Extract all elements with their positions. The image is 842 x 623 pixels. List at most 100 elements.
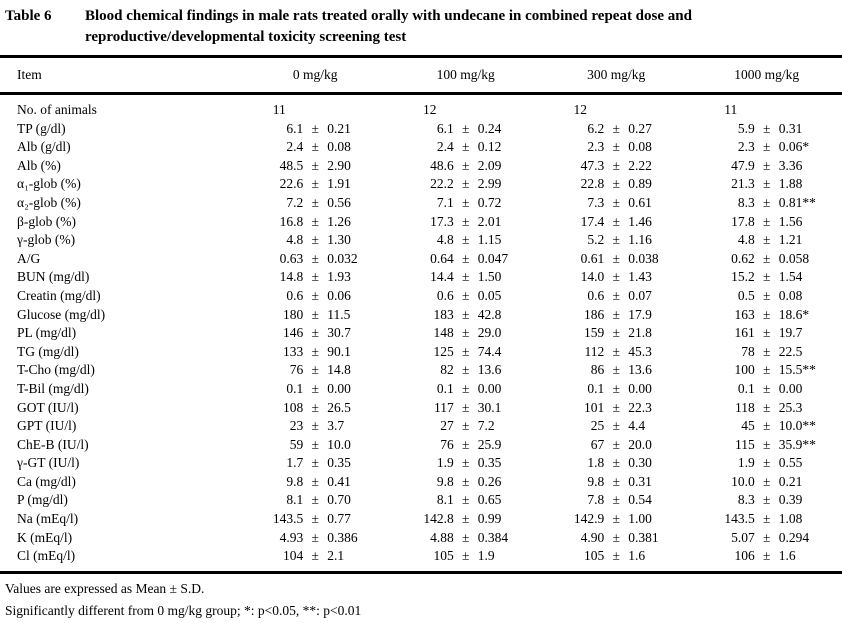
value-mean: 163 <box>734 306 755 322</box>
value-sd: 15.5** <box>778 362 816 378</box>
value-mean: 16.8 <box>279 213 304 229</box>
value-mean: 4.88 <box>430 529 454 545</box>
table-row: PL (mg/dl) 146 ±30.7 148 ±29.0 159 ±21.8 161 ±19… <box>0 324 842 343</box>
plus-minus-sign: ± <box>612 287 620 303</box>
plus-minus-sign: ± <box>462 380 470 396</box>
value-mean: 0.1 <box>587 380 605 396</box>
table-title-line-2: reproductive/developmental toxicity scre… <box>85 29 407 45</box>
value-sd: 0.381 <box>628 529 659 545</box>
plus-minus-sign: ± <box>763 194 771 210</box>
value-sd: 7.2 <box>477 418 495 434</box>
row-value-cell: 133 ±90.1 <box>240 343 391 362</box>
plus-minus-sign: ± <box>763 380 771 396</box>
value-mean: 0.64 <box>430 250 454 266</box>
value-mean: 8.3 <box>737 492 755 508</box>
row-item-label: Na (mEq/l) <box>17 511 79 527</box>
row-value-cell: 0.64 ±0.047 <box>391 250 542 269</box>
plus-minus-sign: ± <box>763 232 771 248</box>
row-item-label: β-glob (%) <box>17 213 76 229</box>
plus-minus-sign: ± <box>311 306 319 322</box>
plus-minus-sign: ± <box>311 325 319 341</box>
row-item-label: BUN (mg/dl) <box>17 269 90 285</box>
plus-minus-sign: ± <box>763 492 771 508</box>
value-mean: 48.5 <box>279 157 304 173</box>
row-value-cell: 67 ±20.0 <box>541 436 692 455</box>
value-mean: 183 <box>433 306 454 322</box>
plus-minus-sign: ± <box>612 436 620 452</box>
value-sd: 2.90 <box>327 157 351 173</box>
plus-minus-sign: ± <box>311 492 319 508</box>
value-mean: 78 <box>741 343 755 359</box>
plus-minus-sign: ± <box>311 194 319 210</box>
value-mean: 22.8 <box>580 176 605 192</box>
plus-minus-sign: ± <box>462 157 470 173</box>
value-sd: 0.21 <box>778 473 803 489</box>
table-row: T-Cho (mg/dl) 76 ±14.8 82 ±13.6 86 ±13.6 100 ±15… <box>0 361 842 380</box>
row-value-cell: 11 <box>692 94 842 120</box>
value-mean: 4.93 <box>279 529 304 545</box>
row-item-label: Creatin (mg/dl) <box>17 287 101 303</box>
plus-minus-sign: ± <box>612 157 620 173</box>
row-value-cell: 7.3 ±0.61 <box>541 194 692 213</box>
value-mean: 118 <box>735 399 755 415</box>
table-body: No. of animals 11 12 12 11 TP (g/dl) 6.1 ±0.21 6… <box>0 94 842 573</box>
row-value-cell: 161 ±19.7 <box>692 324 842 343</box>
plus-minus-sign: ± <box>612 139 620 155</box>
value-sd: 1.93 <box>327 269 351 285</box>
row-value-cell: 0.6 ±0.05 <box>391 287 542 306</box>
row-value-cell: 59 ±10.0 <box>240 436 391 455</box>
plus-minus-sign: ± <box>311 120 319 136</box>
plus-minus-sign: ± <box>763 362 771 378</box>
value-sd: 0.35 <box>477 455 502 471</box>
plus-minus-sign: ± <box>462 343 470 359</box>
value-sd: 45.3 <box>628 343 652 359</box>
row-value-cell: 48.6 ±2.09 <box>391 157 542 176</box>
row-value-cell: 17.8 ±1.56 <box>692 213 842 232</box>
plus-minus-sign: ± <box>462 194 470 210</box>
value-sd: 0.08 <box>327 139 351 155</box>
row-value-cell: 163 ±18.6* <box>692 306 842 325</box>
table-row: γ-glob (%) 4.8 ±1.30 4.8 ±1.15 5.2 ±1.16 4.8 ±1.… <box>0 231 842 250</box>
row-item-label: Alb (g/dl) <box>17 139 71 155</box>
value-mean: 0.6 <box>436 287 454 303</box>
row-value-cell: 5.2 ±1.16 <box>541 231 692 250</box>
value-mean: 14.4 <box>430 269 454 285</box>
value-sd: 1.91 <box>327 176 351 192</box>
value-sd: 30.1 <box>477 399 502 415</box>
row-value-cell: 1.9 ±0.55 <box>692 454 842 473</box>
value-sd: 1.00 <box>628 511 652 527</box>
row-value-cell: 17.4 ±1.46 <box>541 213 692 232</box>
table-row: α₁-glob (%) 22.6 ±1.91 22.2 ±2.99 22.8 ±0.89 21… <box>0 175 842 194</box>
value-sd: 0.058 <box>778 250 810 266</box>
row-value-cell: 8.3 ±0.81** <box>692 194 842 213</box>
row-item-label: GOT (IU/l) <box>17 399 79 415</box>
value-mean: 0.6 <box>286 287 304 303</box>
value-sd: 3.36 <box>778 157 803 173</box>
value-sd: 0.047 <box>477 250 509 266</box>
row-item-label: TP (g/dl) <box>17 120 66 136</box>
row-value-cell: 112 ±45.3 <box>541 343 692 362</box>
row-value-cell: 22.2 ±2.99 <box>391 175 542 194</box>
plus-minus-sign: ± <box>462 436 470 452</box>
value-sd: 0.06* <box>778 139 810 155</box>
value-sd: 90.1 <box>327 343 351 359</box>
plus-minus-sign: ± <box>311 213 319 229</box>
row-value-cell: 6.1 ±0.21 <box>240 120 391 139</box>
value-mean: 6.1 <box>286 120 304 136</box>
row-value-cell: 0.5 ±0.08 <box>692 287 842 306</box>
value-mean: 23 <box>289 418 304 434</box>
value-mean: 180 <box>283 306 304 322</box>
value-mean: 8.3 <box>737 194 755 210</box>
row-value-cell: 115 ±35.9** <box>692 436 842 455</box>
plus-minus-sign: ± <box>462 548 470 564</box>
table-number: Table 6 <box>5 8 52 24</box>
plus-minus-sign: ± <box>462 120 470 136</box>
column-header-100mgkg: 100 mg/kg <box>390 56 541 95</box>
value-mean: 0.1 <box>436 380 454 396</box>
value-mean: 0.61 <box>580 250 605 266</box>
row-value-cell: 125 ±74.4 <box>391 343 542 362</box>
plus-minus-sign: ± <box>311 157 319 173</box>
plus-minus-sign: ± <box>612 399 620 415</box>
value-mean: 148 <box>433 325 454 341</box>
row-value-cell: 1.8 ±0.30 <box>541 454 692 473</box>
